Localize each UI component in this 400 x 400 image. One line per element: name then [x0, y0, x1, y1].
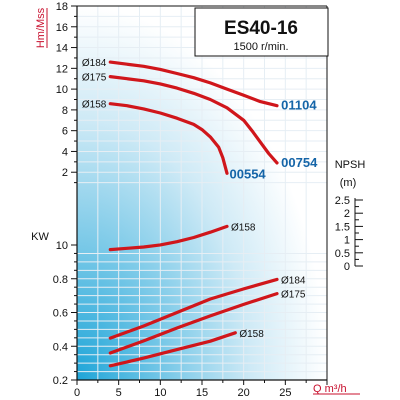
npsh-curve-0: [108, 224, 229, 252]
head-curve-diameter-label: Ø184: [82, 58, 107, 69]
flow-axis-label: Q m³/h: [313, 383, 347, 395]
x-tick-label: 15: [196, 387, 208, 399]
head-tick-label: 6: [62, 126, 68, 138]
npsh-tick-label: 1.5: [335, 221, 350, 233]
labels-layer: Ø184 Ø175 Ø158 01104 00754 00554 Ø158 Ø184 Ø175 Ø…: [82, 58, 318, 340]
kw-curve-diameter-label: Ø175: [281, 290, 306, 301]
npsh-curve-diameter-label: Ø158: [231, 222, 256, 233]
series-layer: [108, 60, 279, 368]
kw-tick-label: 0.4: [53, 341, 68, 353]
head-curve-diameter-label: Ø158: [82, 100, 107, 111]
chart-title: ES40-16: [224, 18, 298, 39]
kw-tick-label: 10: [56, 240, 68, 252]
head-curve-2: [108, 102, 229, 175]
kw-tick-label: 0.6: [53, 308, 68, 320]
x-tick-label: 20: [238, 387, 250, 399]
npsh-axis-unit: (m): [340, 177, 357, 189]
kw-tick-label: 0.2: [53, 375, 68, 387]
head-tick-label: 8: [62, 105, 68, 117]
x-tick-label: 0: [74, 387, 80, 399]
npsh-tick-label: 2.5: [335, 195, 350, 207]
head-tick-label: 4: [62, 146, 68, 158]
npsh-tick-label: 0: [344, 261, 350, 273]
npsh-axis-title: NPSH: [335, 159, 366, 171]
head-tick-label: 12: [56, 63, 68, 75]
head-tick-label: 2: [62, 167, 68, 179]
kw-tick-label: 0.8: [53, 274, 68, 286]
head-tick-label: 18: [56, 1, 68, 13]
model-code-label: 00754: [281, 155, 318, 170]
npsh-tick-label: 2: [344, 208, 350, 220]
title-box: [194, 7, 329, 57]
head-axis-label: Hm/Mss: [35, 7, 47, 48]
head-curve-1: [108, 75, 279, 165]
kw-curve-diameter-label: Ø184: [281, 275, 306, 286]
kw-curve-diameter-label: Ø158: [239, 329, 264, 340]
x-tick-label: 25: [279, 387, 291, 399]
kw-curve-1: [108, 292, 279, 355]
head-tick-label: 14: [56, 43, 68, 55]
kw-curve-2: [108, 331, 237, 368]
model-code-label: 01104: [281, 98, 317, 113]
grid-lines: [76, 5, 328, 380]
head-curve-0: [108, 60, 279, 108]
x-tick-label: 5: [116, 387, 122, 399]
kw-curve-0: [108, 277, 279, 340]
x-tick-label: 10: [154, 387, 166, 399]
head-curve-diameter-label: Ø175: [82, 73, 107, 84]
head-tick-label: 10: [56, 84, 68, 96]
npsh-tick-label: 0.5: [335, 248, 350, 260]
npsh-tick-label: 1: [344, 235, 350, 247]
head-tick-label: 16: [56, 22, 68, 34]
model-code-label: 00554: [230, 166, 267, 181]
kw-axis-label: KW: [31, 231, 49, 243]
chart-subtitle: 1500 r/min.: [233, 41, 288, 53]
